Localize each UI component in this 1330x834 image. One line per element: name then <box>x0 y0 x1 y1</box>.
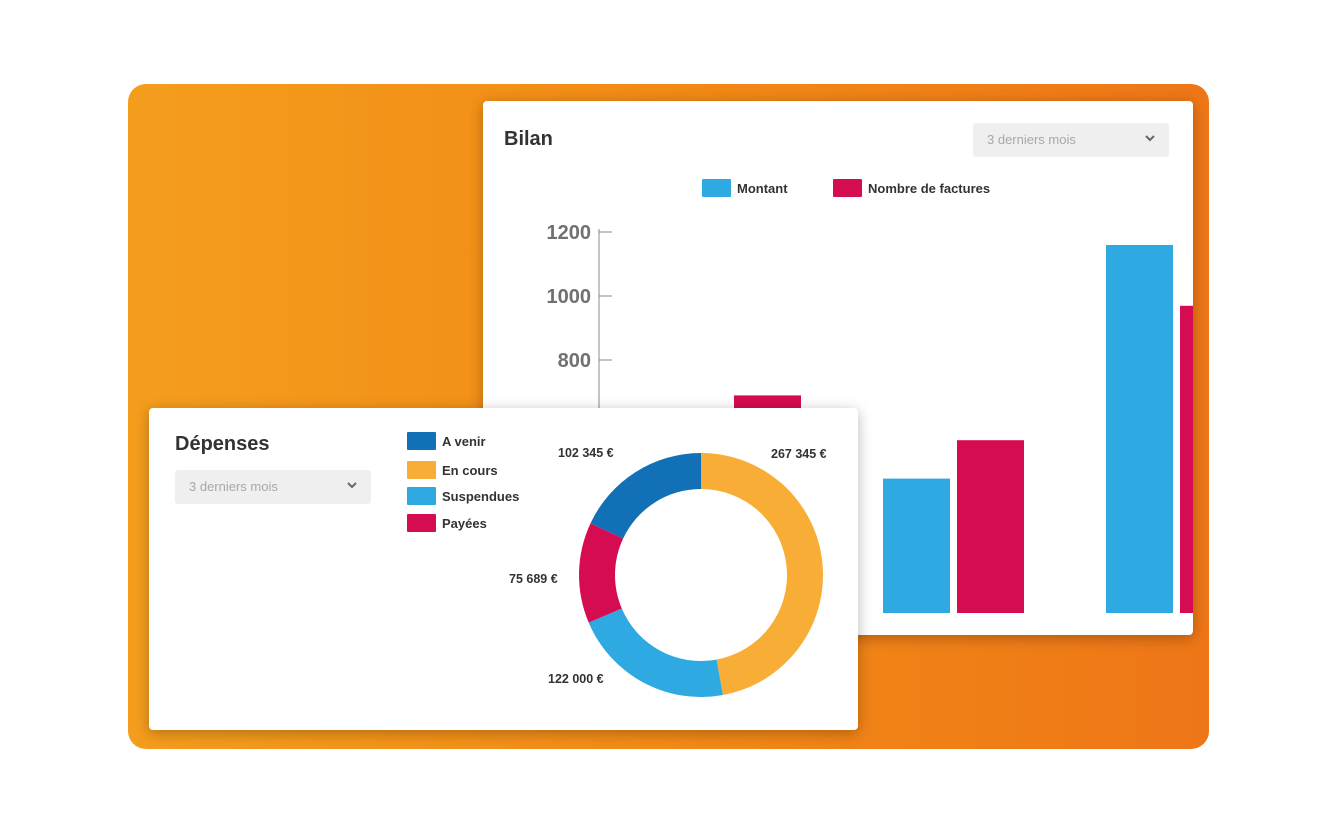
slice-label-payees: 75 689 € <box>509 572 558 586</box>
legend-item-montant: Montant <box>702 179 788 197</box>
legend-swatch-payees <box>407 514 436 532</box>
chevron-down-icon <box>1145 135 1155 142</box>
bar-nombre-factures-2 <box>957 440 1024 613</box>
legend-swatch-montant <box>702 179 731 197</box>
legend-swatch-suspendues <box>407 487 436 505</box>
depenses-period-value: 3 derniers mois <box>189 479 278 494</box>
donut-slice-payees <box>579 523 624 623</box>
legend-item-nombre-factures: Nombre de factures <box>833 179 990 197</box>
y-tick-label: 1000 <box>547 286 592 308</box>
bilan-title: Bilan <box>504 128 553 150</box>
bar-nombre-factures-3 <box>1180 305 1193 613</box>
legend-item-en-cours: En cours <box>407 461 498 479</box>
chevron-down-icon <box>347 482 357 489</box>
legend-label-montant: Montant <box>737 180 788 196</box>
legend-label-en-cours: En cours <box>442 462 498 478</box>
legend-swatch-nombre-factures <box>833 179 862 197</box>
bilan-period-value: 3 derniers mois <box>987 132 1076 147</box>
bar-montant-2 <box>883 478 950 613</box>
slice-label-suspendues: 122 000 € <box>548 672 604 686</box>
bilan-period-dropdown[interactable]: 3 derniers mois <box>973 123 1169 157</box>
legend-label-a-venir: A venir <box>442 433 486 449</box>
bar-montant-3 <box>1106 245 1173 613</box>
legend-swatch-a-venir <box>407 432 436 450</box>
depenses-card: Dépenses 3 derniers mois A venir En cour… <box>149 408 858 730</box>
legend-label-suspendues: Suspendues <box>442 488 520 504</box>
depenses-period-dropdown[interactable]: 3 derniers mois <box>175 470 371 504</box>
donut-slice-suspendues <box>588 608 723 697</box>
depenses-title: Dépenses <box>175 433 270 455</box>
y-tick-label: 800 <box>558 350 591 372</box>
y-tick-label: 1200 <box>547 222 592 244</box>
legend-label-payees: Payées <box>442 515 487 531</box>
legend-item-a-venir: A venir <box>407 432 486 450</box>
depenses-donut-chart <box>579 453 823 697</box>
legend-item-payees: Payées <box>407 514 487 532</box>
legend-label-nombre-factures: Nombre de factures <box>868 180 991 196</box>
donut-slice-a-venir <box>590 453 701 539</box>
slice-label-a-venir: 102 345 € <box>558 446 614 460</box>
slice-label-en-cours: 267 345 € <box>771 447 827 461</box>
donut-slice-en-cours <box>701 453 823 696</box>
legend-item-suspendues: Suspendues <box>407 487 519 505</box>
legend-swatch-en-cours <box>407 461 436 479</box>
